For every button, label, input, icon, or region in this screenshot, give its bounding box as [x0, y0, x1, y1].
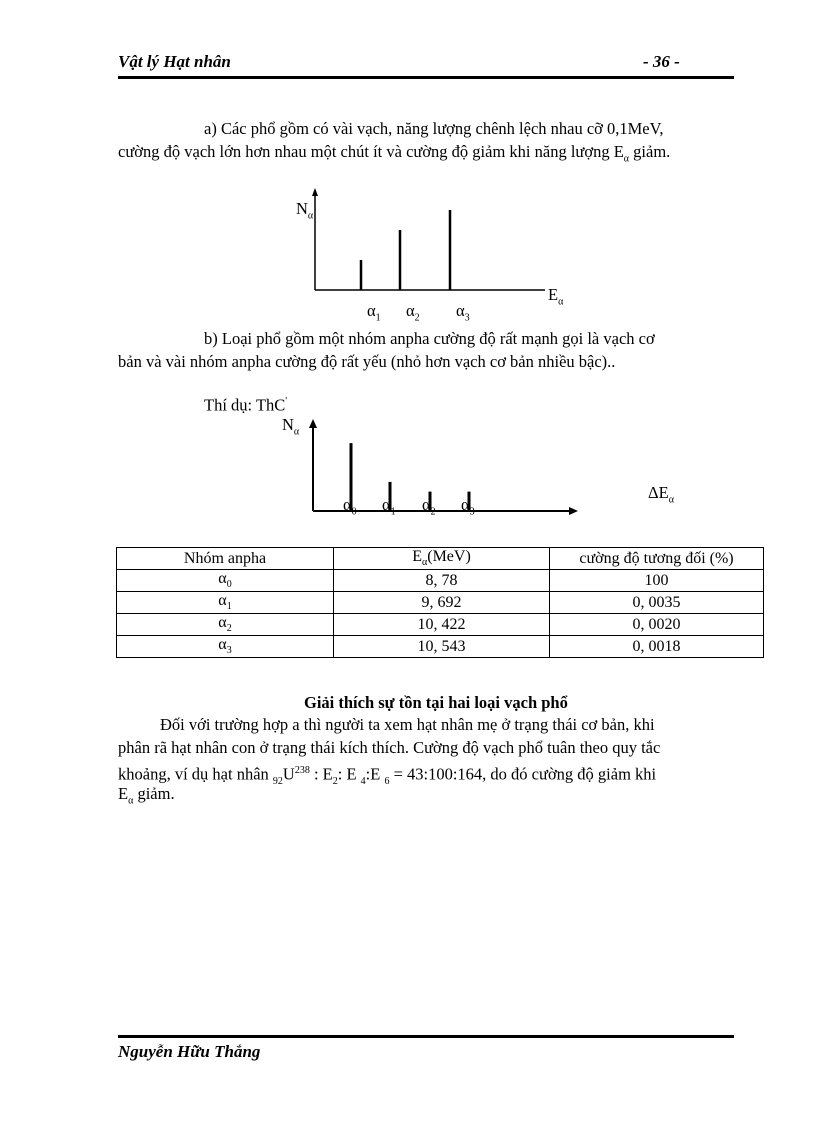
- para-a-line1: a) Các phổ gồm có vài vạch, năng lượng c…: [204, 119, 664, 138]
- chart-b: [309, 419, 578, 515]
- page-number: - 36 -: [643, 52, 680, 71]
- cell-group: α0: [116, 569, 334, 592]
- chart-b-x-arrow: [569, 507, 578, 515]
- cell-group: α2: [116, 613, 334, 636]
- bar-label: α1: [367, 301, 381, 324]
- bar-label: α0: [343, 495, 357, 518]
- para-b-line2: bản và vài nhóm anpha cường độ rất yếu (…: [118, 352, 616, 371]
- bar-label: α2: [406, 301, 420, 324]
- chart-a-ylabel: Nα: [296, 199, 314, 222]
- table-row: α1 9, 692 0, 0035: [116, 591, 764, 614]
- cell-group: α1: [116, 591, 334, 614]
- chart-a: [312, 188, 545, 291]
- chart-b-xlabel: ΔEα: [648, 483, 674, 506]
- footer-rule: [118, 1035, 734, 1038]
- chart-a-y-arrow: [312, 188, 318, 196]
- para-a-line2: cường độ vạch lớn hơn nhau một chút ít v…: [118, 142, 671, 165]
- table-header-row: Nhóm anpha Eα(MeV) cường độ tương đối (%…: [116, 547, 764, 570]
- cell-energy: 9, 692: [333, 591, 550, 614]
- cell-energy: 10, 543: [333, 635, 550, 658]
- cell-intensity: 0, 0018: [549, 635, 764, 658]
- bar-label: α2: [422, 495, 436, 518]
- header-group: Nhóm anpha: [116, 547, 334, 570]
- cell-intensity: 100: [549, 569, 764, 592]
- header-title: Vật lý Hạt nhân: [118, 52, 231, 71]
- section-line3: khoảng, ví dụ hạt nhân 92U238 : E2: E 4:…: [118, 764, 657, 787]
- section-line2: phân rã hạt nhân con ở trạng thái kích t…: [118, 738, 661, 757]
- example-label: Thí dụ: ThC': [204, 395, 288, 415]
- chart-a-xlabel: Eα: [548, 285, 564, 308]
- header-energy: Eα(MeV): [333, 547, 550, 570]
- section-line1: Đối với trường hợp a thì người ta xem hạ…: [160, 715, 655, 734]
- bar-label: α3: [456, 301, 470, 324]
- cell-intensity: 0, 0020: [549, 613, 764, 636]
- chart-b-ylabel: Nα: [282, 415, 300, 438]
- table-row: α0 8, 78 100: [116, 569, 764, 592]
- cell-energy: 10, 422: [333, 613, 550, 636]
- cell-energy: 8, 78: [333, 569, 550, 592]
- para-b-line1: b) Loại phổ gồm một nhóm anpha cường độ …: [204, 329, 655, 348]
- section-line4: Eα giảm.: [118, 784, 175, 807]
- bar-label: α1: [382, 495, 396, 518]
- table-row: α2 10, 422 0, 0020: [116, 613, 764, 636]
- footer-author: Nguyễn Hữu Thắng: [118, 1042, 261, 1061]
- section-title: Giải thích sự tồn tại hai loại vạch phổ: [304, 693, 568, 712]
- chart-b-y-arrow: [309, 419, 317, 428]
- cell-intensity: 0, 0035: [549, 591, 764, 614]
- cell-group: α3: [116, 635, 334, 658]
- alpha-groups-table: Nhóm anpha Eα(MeV) cường độ tương đối (%…: [116, 547, 764, 658]
- bar-label: α3: [461, 495, 475, 518]
- header-intensity: cường độ tương đối (%): [549, 547, 764, 570]
- header-rule: [118, 76, 734, 79]
- table-row: α3 10, 543 0, 0018: [116, 635, 764, 658]
